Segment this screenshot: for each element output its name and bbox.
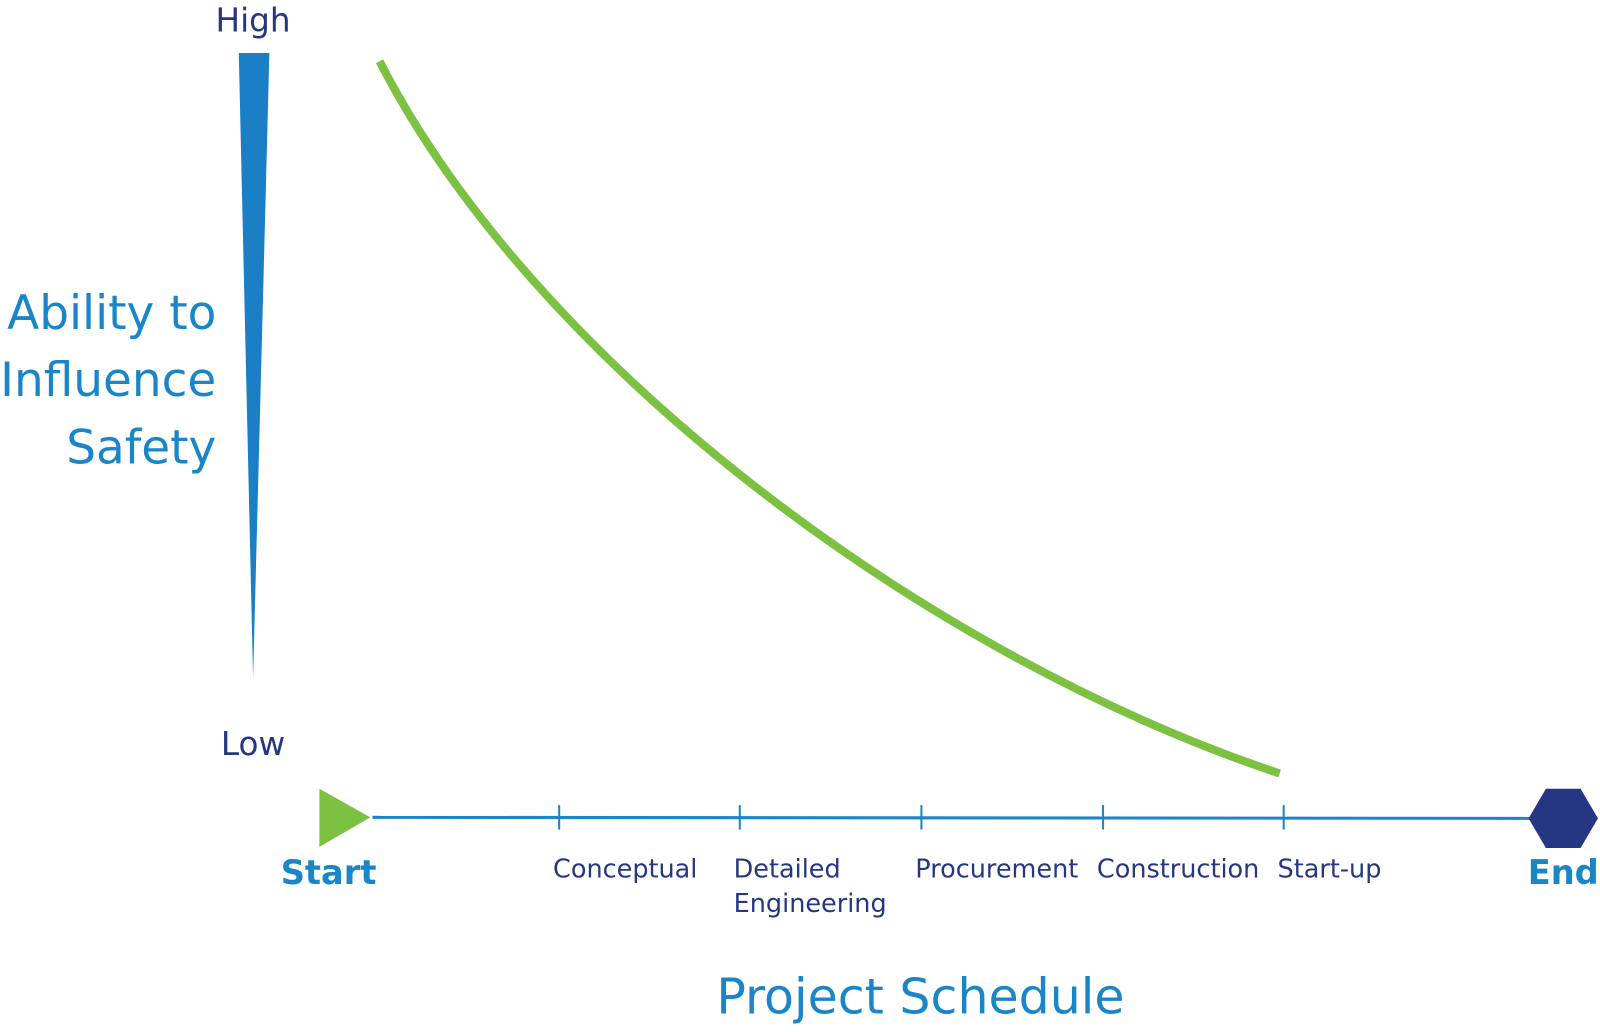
phase-label: Conceptual xyxy=(553,854,697,884)
influence-curve xyxy=(375,59,1281,778)
axis-low-label: Low xyxy=(221,725,285,763)
start-label: Start xyxy=(281,853,377,892)
influence-wedge xyxy=(238,53,270,679)
phase-label: Engineering xyxy=(734,889,887,919)
phase-label: Detailed xyxy=(734,854,841,884)
end-label: End xyxy=(1528,853,1599,892)
end-marker xyxy=(1528,788,1598,848)
axis-high-label: High xyxy=(216,1,291,39)
phase-label: Start-up xyxy=(1278,854,1382,884)
axis-label: Influence xyxy=(0,353,216,408)
phase-label: Construction xyxy=(1097,854,1259,884)
start-marker xyxy=(319,788,371,847)
axis-label: Safety xyxy=(66,421,216,476)
schedule-title: Project Schedule xyxy=(716,968,1124,1025)
phase-label: Procurement xyxy=(915,854,1078,884)
schedule-line xyxy=(372,815,1531,820)
axis-label: Ability to xyxy=(7,286,216,341)
